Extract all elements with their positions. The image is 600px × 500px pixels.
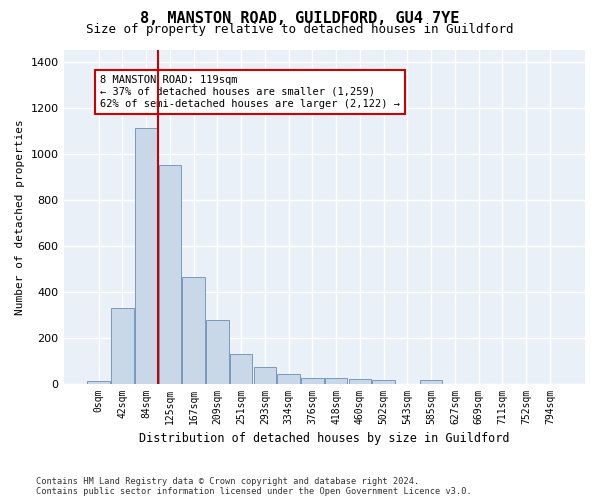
Bar <box>301 378 323 384</box>
Bar <box>420 380 442 384</box>
Bar <box>206 320 229 384</box>
X-axis label: Distribution of detached houses by size in Guildford: Distribution of detached houses by size … <box>139 432 509 445</box>
Bar <box>230 354 253 384</box>
Bar <box>325 378 347 384</box>
Bar <box>111 308 134 384</box>
Bar <box>349 379 371 384</box>
Text: 8, MANSTON ROAD, GUILDFORD, GU4 7YE: 8, MANSTON ROAD, GUILDFORD, GU4 7YE <box>140 11 460 26</box>
Bar <box>277 374 300 384</box>
Text: Size of property relative to detached houses in Guildford: Size of property relative to detached ho… <box>86 22 514 36</box>
Bar <box>254 368 276 384</box>
Bar <box>373 380 395 384</box>
Text: 8 MANSTON ROAD: 119sqm
← 37% of detached houses are smaller (1,259)
62% of semi-: 8 MANSTON ROAD: 119sqm ← 37% of detached… <box>100 76 400 108</box>
Bar <box>182 276 205 384</box>
Bar <box>158 165 181 384</box>
Bar <box>87 382 110 384</box>
Text: Contains HM Land Registry data © Crown copyright and database right 2024.
Contai: Contains HM Land Registry data © Crown c… <box>36 476 472 496</box>
Y-axis label: Number of detached properties: Number of detached properties <box>15 119 25 314</box>
Bar <box>135 128 157 384</box>
